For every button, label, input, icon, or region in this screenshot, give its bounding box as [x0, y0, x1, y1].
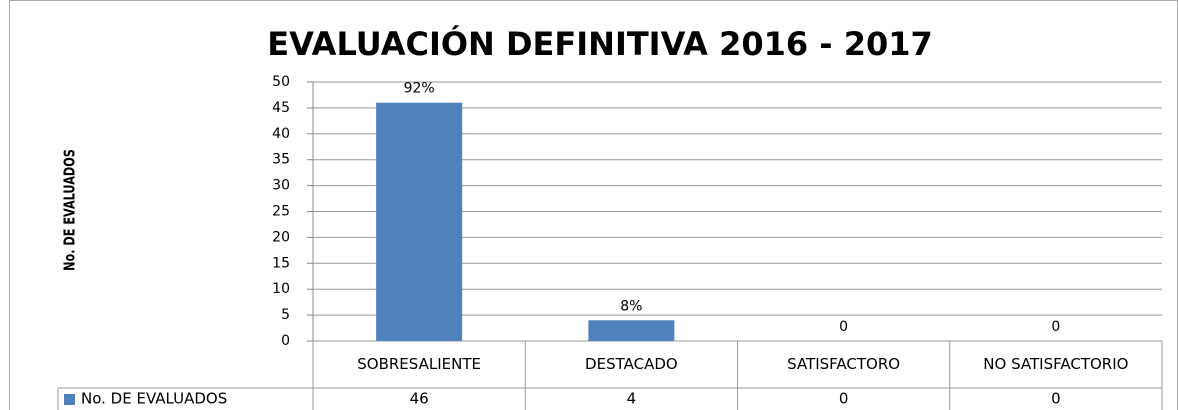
- data-label: 0: [1051, 319, 1060, 335]
- x-tick-label: NO SATISFACTORIO: [983, 355, 1128, 373]
- table-value: 0: [839, 390, 849, 408]
- y-tick-label: 25: [272, 204, 290, 220]
- y-tick-label: 50: [272, 74, 290, 90]
- y-tick-label: 10: [272, 281, 290, 297]
- y-tick-label: 20: [272, 229, 290, 245]
- y-tick-label: 15: [272, 255, 290, 271]
- x-tick-label: DESTACADO: [585, 355, 678, 373]
- data-label: 8%: [620, 298, 642, 314]
- x-tick-label: SATISFACTORO: [787, 355, 900, 373]
- bar: [376, 102, 463, 341]
- bar: [588, 320, 675, 341]
- table-value: 0: [1051, 390, 1061, 408]
- y-tick-label: 0: [281, 333, 290, 349]
- y-tick-label: 40: [272, 126, 290, 142]
- chart-frame: [9, 0, 1178, 410]
- data-label: 0: [839, 319, 848, 335]
- y-tick-label: 30: [272, 178, 290, 194]
- y-tick-label: 5: [281, 307, 290, 323]
- table-value: 46: [410, 390, 429, 408]
- legend-swatch: [64, 394, 75, 405]
- y-tick-label: 35: [272, 152, 290, 168]
- y-tick-label: 45: [272, 100, 290, 116]
- x-tick-label: SOBRESALIENTE: [357, 355, 481, 373]
- data-label: 92%: [404, 81, 435, 97]
- legend-label: No. DE EVALUADOS: [81, 390, 227, 408]
- chart-title: EVALUACIÓN DEFINITIVA 2016 - 2017: [267, 24, 933, 63]
- table-value: 4: [627, 390, 637, 408]
- y-axis-label: No. DE EVALUADOS: [62, 149, 79, 271]
